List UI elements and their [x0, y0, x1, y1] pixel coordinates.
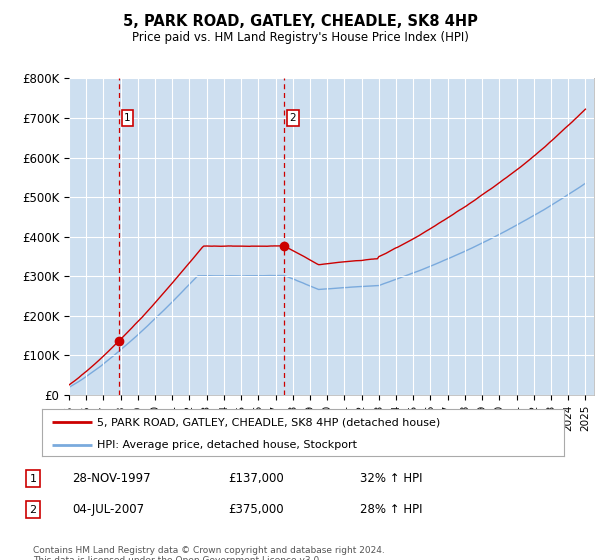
Text: 04-JUL-2007: 04-JUL-2007: [72, 503, 144, 516]
Text: 1: 1: [29, 474, 37, 484]
Text: HPI: Average price, detached house, Stockport: HPI: Average price, detached house, Stoc…: [97, 440, 357, 450]
Text: Contains HM Land Registry data © Crown copyright and database right 2024.
This d: Contains HM Land Registry data © Crown c…: [33, 546, 385, 560]
Text: 28-NOV-1997: 28-NOV-1997: [72, 472, 151, 486]
Text: 2: 2: [29, 505, 37, 515]
Text: £137,000: £137,000: [228, 472, 284, 486]
Text: 32% ↑ HPI: 32% ↑ HPI: [360, 472, 422, 486]
Text: 5, PARK ROAD, GATLEY, CHEADLE, SK8 4HP (detached house): 5, PARK ROAD, GATLEY, CHEADLE, SK8 4HP (…: [97, 417, 440, 427]
Text: 2: 2: [289, 113, 296, 123]
Text: 5, PARK ROAD, GATLEY, CHEADLE, SK8 4HP: 5, PARK ROAD, GATLEY, CHEADLE, SK8 4HP: [122, 14, 478, 29]
Text: 1: 1: [124, 113, 131, 123]
Text: 28% ↑ HPI: 28% ↑ HPI: [360, 503, 422, 516]
Text: £375,000: £375,000: [228, 503, 284, 516]
Bar: [119, 78, 284, 395]
Text: Price paid vs. HM Land Registry's House Price Index (HPI): Price paid vs. HM Land Registry's House …: [131, 31, 469, 44]
